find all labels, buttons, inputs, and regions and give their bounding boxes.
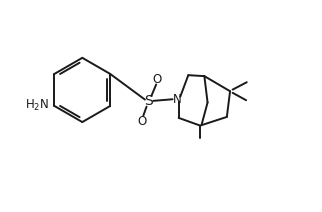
Text: N: N — [173, 93, 181, 106]
Text: H$_2$N: H$_2$N — [24, 98, 49, 113]
Text: O: O — [152, 73, 161, 86]
Text: O: O — [137, 115, 147, 128]
Text: S: S — [145, 94, 153, 108]
